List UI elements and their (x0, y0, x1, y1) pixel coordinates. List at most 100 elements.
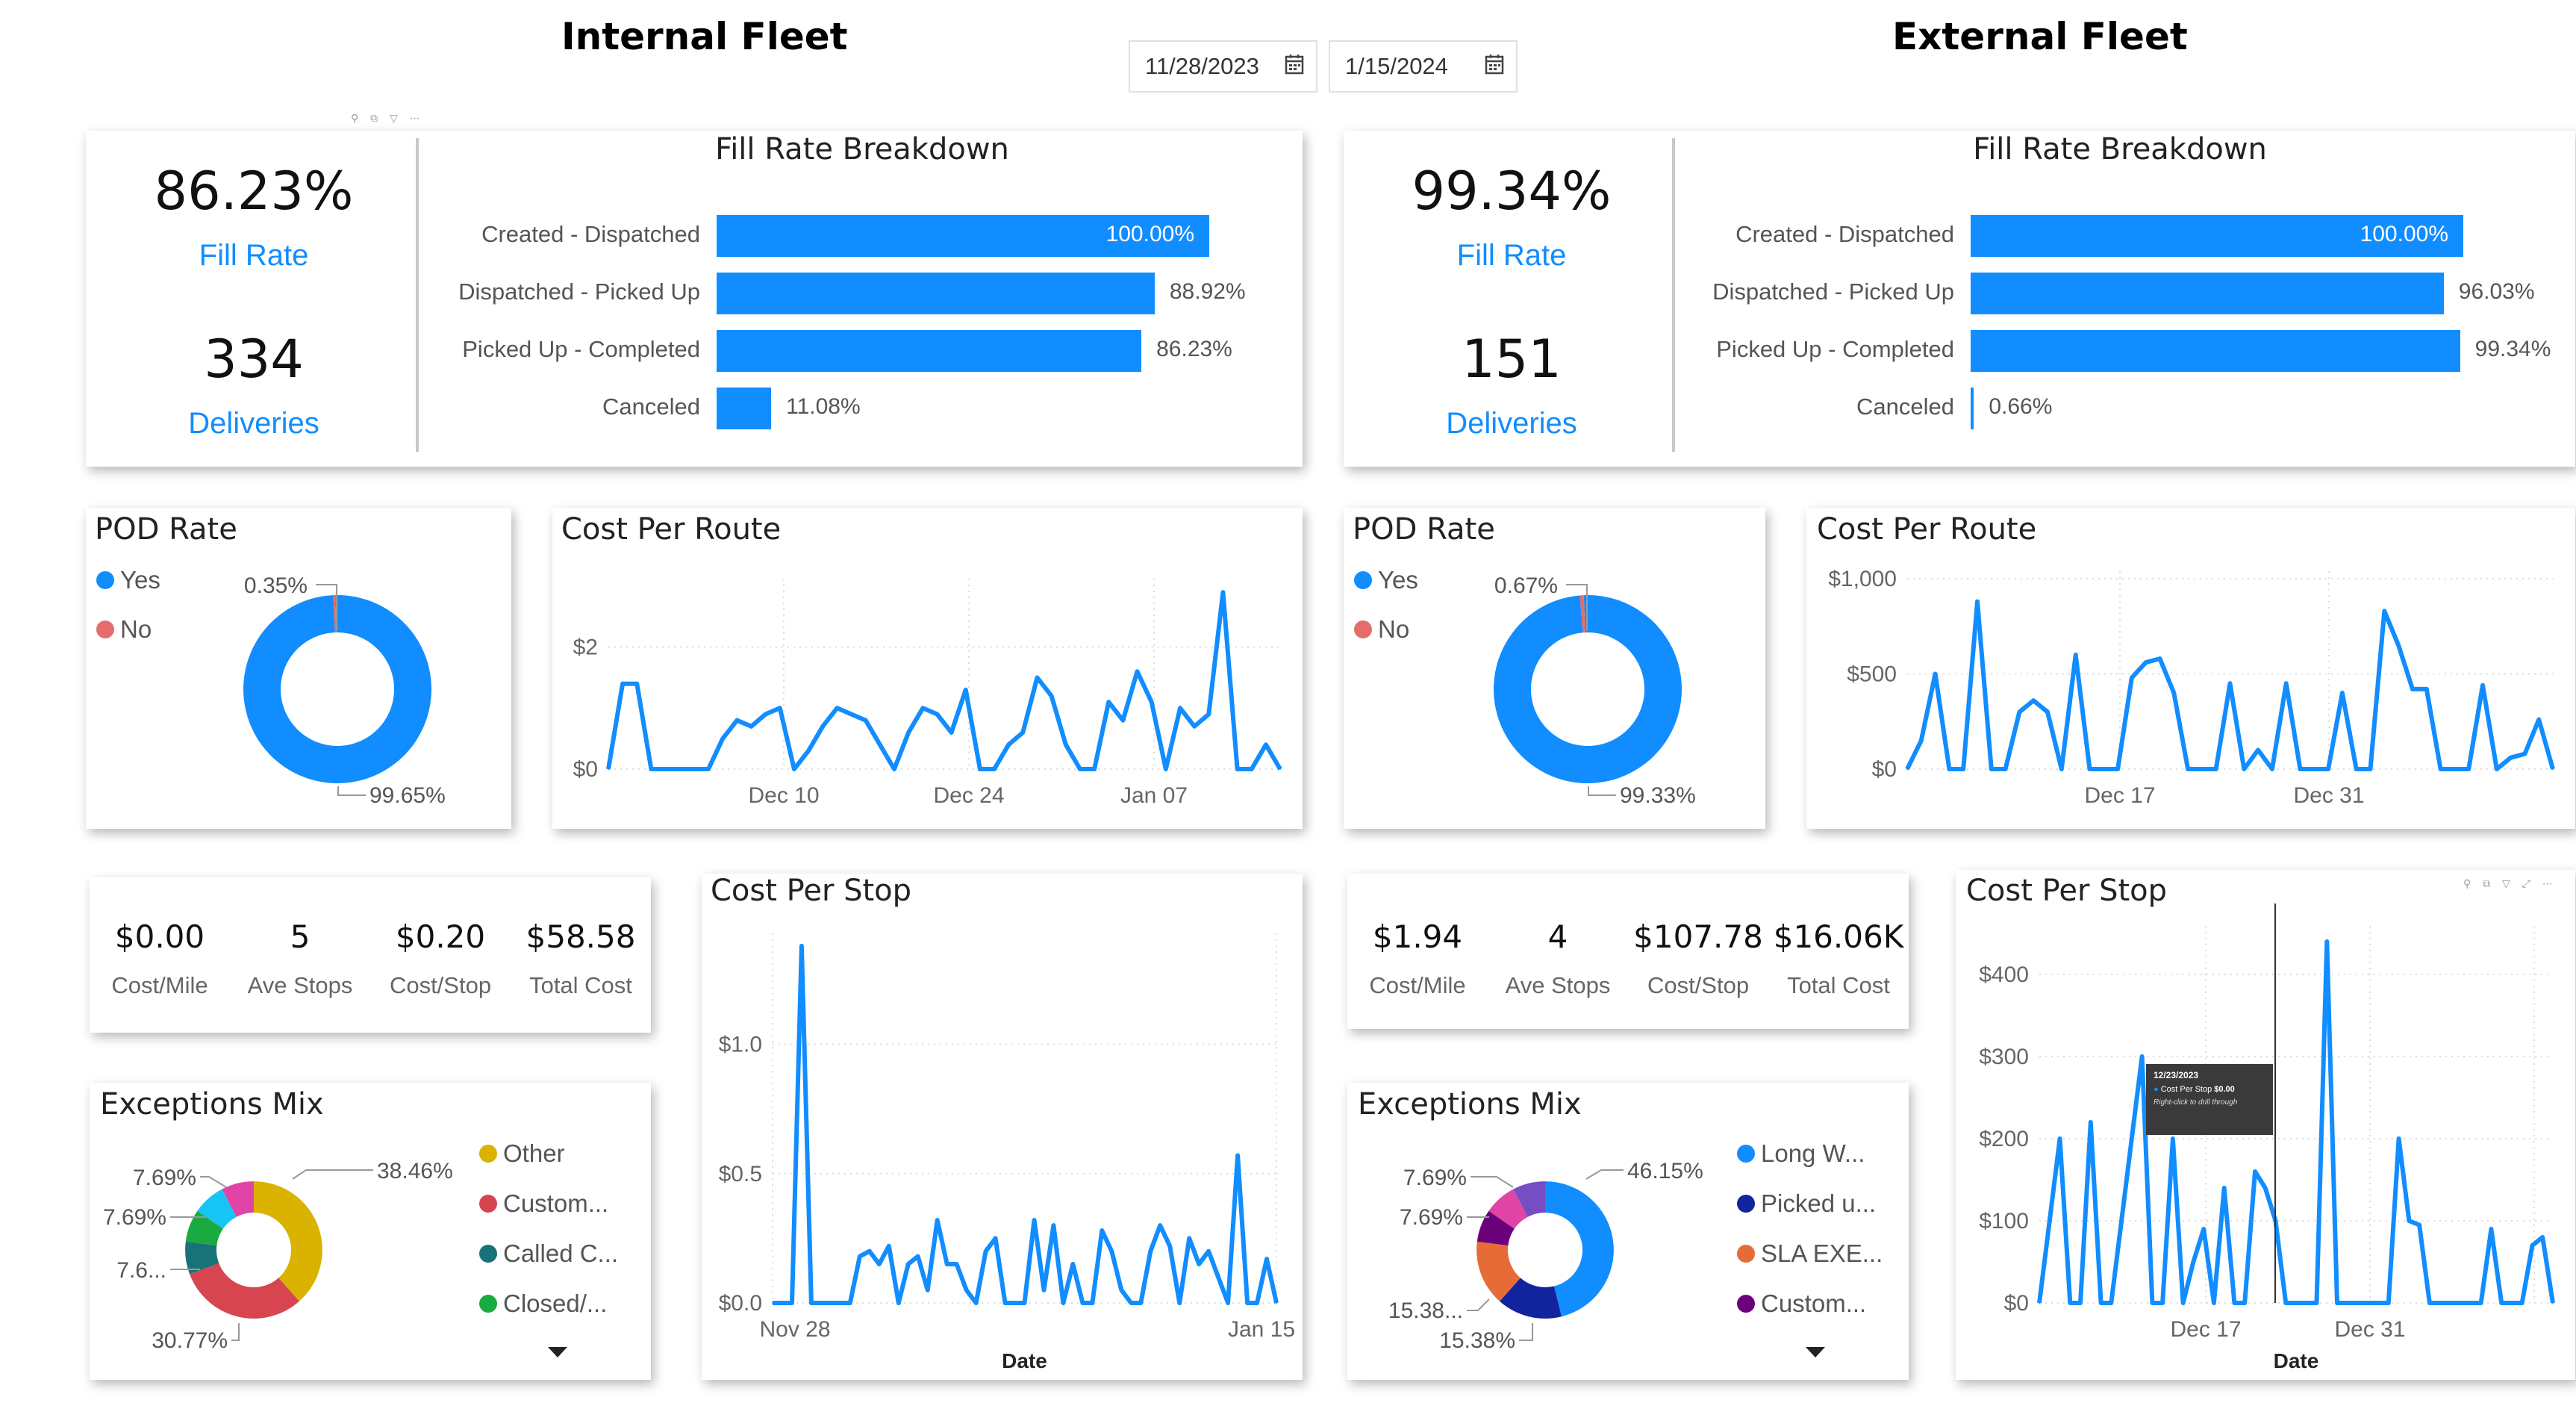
visual-header-icons[interactable]: ⚲ ⧉ ▽ ⋯ (351, 112, 425, 124)
metric-value: $107.78 (1633, 918, 1763, 955)
legend-item[interactable]: Closed/... (479, 1290, 607, 1318)
bar-category-label: Dispatched - Picked Up (458, 279, 700, 305)
bar-data-label: 100.00% (2360, 222, 2448, 246)
data-point (2501, 1302, 2503, 1304)
x-axis-title: Date (2274, 1349, 2319, 1372)
data-point (2383, 610, 2386, 612)
data-point (2469, 1302, 2471, 1304)
tooltip-hint: Right-click to drill through (2154, 1098, 2238, 1107)
legend-dot (1737, 1145, 1755, 1163)
legend-scroll-down-icon[interactable] (1804, 1346, 1827, 1360)
data-point (2481, 684, 2483, 686)
tooltip-date: 12/23/2023 (2154, 1070, 2199, 1080)
donut-slice (190, 1263, 299, 1319)
legend-dot (479, 1145, 497, 1163)
data-point (926, 1289, 929, 1291)
bar[interactable] (1971, 215, 2463, 257)
data-point (2074, 654, 2077, 656)
metric-label: Cost/Stop (389, 972, 492, 998)
data-point (1279, 768, 1281, 770)
legend-yes[interactable]: Yes (96, 566, 160, 594)
visual-header-icons[interactable]: ⚲ ⧉ ▽ ⤢ ⋯ (2463, 877, 2557, 889)
donut-data-label: 7.69% (133, 1166, 196, 1190)
bar[interactable] (717, 215, 1209, 257)
external-fill-rate-label: Fill Rate (1456, 239, 1567, 272)
series-line (1905, 599, 2555, 771)
data-point (2439, 768, 2442, 770)
bar[interactable] (717, 388, 772, 429)
bar[interactable] (717, 273, 1155, 314)
legend-item[interactable]: Picked u... (1737, 1189, 1876, 1218)
legend-scroll-down-icon[interactable] (546, 1346, 569, 1360)
donut-slice (1545, 1181, 1614, 1317)
legend-no[interactable]: No (1354, 615, 1409, 644)
legend-label: Closed/... (503, 1290, 608, 1317)
y-tick-label: $1,000 (1828, 567, 1897, 591)
calendar-icon[interactable] (1485, 54, 1504, 75)
metric-value: 4 (1547, 918, 1568, 955)
legend-no[interactable]: No (96, 615, 152, 644)
data-point (836, 707, 838, 709)
external-metrics-card: $1.94 Cost/Mile 4 Ave Stops $107.78 Cost… (1347, 874, 1909, 1029)
data-point (1198, 1263, 1200, 1266)
external-cost-route-card: Cost Per Route $0 $500 $1,000 Dec 17 Dec 31 (1806, 508, 2575, 829)
x-tick-label: Dec 24 (933, 783, 1004, 808)
data-point (2285, 682, 2287, 685)
data-point (1036, 676, 1038, 679)
data-point (736, 719, 738, 721)
data-point (2552, 768, 2554, 770)
series-line (2037, 939, 2555, 1305)
data-point (1082, 1302, 1084, 1304)
data-point (2449, 1302, 2451, 1304)
metric-value: $16.06K (1773, 918, 1904, 955)
data-point (907, 1263, 909, 1266)
legend-item[interactable]: Long W... (1737, 1139, 1865, 1168)
start-date-input[interactable]: 11/28/2023 (1129, 40, 1317, 93)
end-date-input[interactable]: 1/15/2024 (1329, 40, 1518, 93)
metric-value: 5 (290, 918, 311, 955)
data-point (772, 1302, 773, 1304)
legend-item[interactable]: Custom... (479, 1189, 608, 1218)
x-axis-title: Date (1002, 1349, 1047, 1372)
data-point (1091, 1302, 1094, 1304)
internal-exceptions-title: Exceptions Mix (100, 1087, 324, 1122)
bar[interactable] (1971, 388, 1974, 429)
data-point (2254, 1171, 2256, 1172)
y-tick-label: $200 (1979, 1127, 2029, 1151)
external-cost-stop-card: Cost Per Stop ⚲ ⧉ ▽ ⤢ ⋯ $0 $100 $200 $300 $4… (1956, 870, 2575, 1380)
data-point (1004, 1302, 1006, 1304)
y-tick-label: $500 (1847, 662, 1897, 687)
end-date-value: 1/15/2024 (1345, 53, 1448, 79)
legend-label: No (1378, 615, 1410, 643)
bar[interactable] (717, 330, 1142, 372)
data-point (936, 713, 938, 715)
legend-item[interactable]: Custom... (1737, 1290, 1866, 1318)
data-point (2201, 768, 2203, 770)
bar[interactable] (1971, 273, 2444, 314)
data-point (2059, 1138, 2061, 1139)
legend-label: No (120, 615, 152, 643)
data-point (2538, 718, 2540, 721)
bar-data-label: 88.92% (1169, 279, 1246, 304)
data-point (2212, 1302, 2215, 1304)
leader-line (316, 584, 337, 631)
donut-data-label: 0.35% (244, 573, 308, 598)
donut-data-label: 30.77% (152, 1328, 228, 1353)
y-tick-label: $0 (1872, 757, 1897, 782)
legend-item[interactable]: Called C... (479, 1239, 618, 1268)
data-point (2521, 1302, 2523, 1304)
donut-slice (333, 595, 337, 633)
calendar-icon[interactable] (1285, 54, 1304, 75)
bar[interactable] (1971, 330, 2460, 372)
legend-item[interactable]: Other (479, 1139, 565, 1168)
legend-label: Yes (1378, 566, 1418, 594)
internal-exceptions-donut: 38.46% 30.77% 7.6... 7.69% 7.69% (103, 1159, 453, 1353)
data-point (2490, 1228, 2492, 1230)
data-point (822, 725, 824, 727)
legend-yes[interactable]: Yes (1354, 566, 1418, 594)
internal-deliveries-value: 334 (204, 329, 304, 390)
legend-item[interactable]: SLA EXE... (1737, 1239, 1883, 1268)
data-point (2418, 1224, 2421, 1226)
data-point (2387, 1302, 2389, 1304)
data-point (793, 768, 795, 770)
